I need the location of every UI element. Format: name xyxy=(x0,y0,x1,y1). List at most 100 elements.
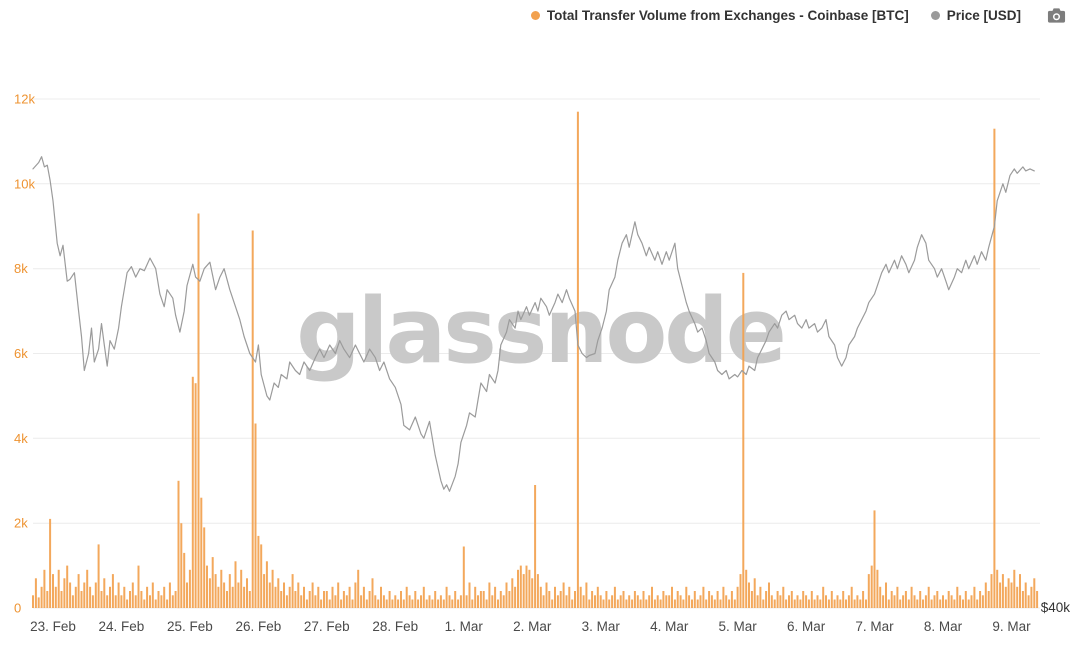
volume-bar[interactable] xyxy=(922,599,924,609)
volume-bar[interactable] xyxy=(334,595,337,608)
volume-bar[interactable] xyxy=(562,582,565,609)
volume-bar[interactable] xyxy=(859,599,862,609)
volume-bar[interactable] xyxy=(1007,578,1010,608)
volume-bar[interactable] xyxy=(962,599,964,609)
volume-bar[interactable] xyxy=(494,586,497,608)
volume-bar[interactable] xyxy=(736,586,739,608)
volume-bar[interactable] xyxy=(668,595,671,608)
volume-bar[interactable] xyxy=(856,595,859,608)
volume-bar[interactable] xyxy=(508,591,511,608)
volume-bar[interactable] xyxy=(693,591,696,608)
volume-bar[interactable] xyxy=(394,595,397,608)
volume-bar[interactable] xyxy=(779,595,782,608)
volume-bar[interactable] xyxy=(111,574,114,608)
volume-bar[interactable] xyxy=(228,574,231,608)
volume-bar[interactable] xyxy=(288,586,291,608)
volume-bar[interactable] xyxy=(539,586,542,608)
volume-bar[interactable] xyxy=(337,582,340,609)
volume-bar[interactable] xyxy=(351,599,354,609)
volume-bar[interactable] xyxy=(565,595,568,608)
volume-bar[interactable] xyxy=(984,582,987,609)
volume-bar[interactable] xyxy=(970,595,973,608)
volume-bar[interactable] xyxy=(688,595,691,608)
volume-bar[interactable] xyxy=(311,582,314,609)
volume-bar[interactable] xyxy=(260,544,263,608)
volume-bar[interactable] xyxy=(910,586,913,608)
volume-bar[interactable] xyxy=(887,599,890,609)
volume-bar[interactable] xyxy=(807,599,810,609)
volume-bar[interactable] xyxy=(730,591,733,608)
volume-bar[interactable] xyxy=(753,578,756,608)
volume-bar[interactable] xyxy=(177,480,180,609)
volume-bar[interactable] xyxy=(665,595,668,608)
volume-bar[interactable] xyxy=(305,599,308,609)
volume-bar[interactable] xyxy=(979,591,982,608)
volume-bar[interactable] xyxy=(1016,586,1019,608)
volume-bar[interactable] xyxy=(733,599,736,609)
volume-bar[interactable] xyxy=(867,574,870,608)
volume-bar[interactable] xyxy=(151,582,154,609)
volume-bar[interactable] xyxy=(708,591,711,608)
volume-bar[interactable] xyxy=(74,586,77,608)
volume-bar[interactable] xyxy=(833,599,836,609)
volume-bar[interactable] xyxy=(819,599,822,609)
volume-bar[interactable] xyxy=(400,591,402,608)
volume-bar[interactable] xyxy=(354,582,357,609)
volume-bar[interactable] xyxy=(691,599,693,609)
volume-bar[interactable] xyxy=(131,582,134,609)
volume-bar[interactable] xyxy=(596,586,599,608)
volume-bar[interactable] xyxy=(274,586,277,608)
volume-bar[interactable] xyxy=(468,582,471,609)
volume-bar[interactable] xyxy=(451,599,454,609)
volume-bar[interactable] xyxy=(651,586,653,608)
volume-bar[interactable] xyxy=(876,569,879,608)
volume-bar[interactable] xyxy=(631,599,634,609)
volume-bar[interactable] xyxy=(770,595,773,608)
volume-bar[interactable] xyxy=(748,582,750,609)
volume-bar[interactable] xyxy=(86,569,89,608)
volume-bar[interactable] xyxy=(459,595,462,608)
volume-bar[interactable] xyxy=(1004,586,1007,608)
volume-bar[interactable] xyxy=(268,582,271,609)
volume-bar[interactable] xyxy=(425,599,428,609)
volume-bar[interactable] xyxy=(171,595,174,608)
volume-bar[interactable] xyxy=(936,591,939,608)
volume-bar[interactable] xyxy=(149,595,151,608)
volume-bar[interactable] xyxy=(816,595,819,608)
volume-bar[interactable] xyxy=(77,574,80,608)
volume-bar[interactable] xyxy=(63,578,66,608)
volume-bar[interactable] xyxy=(830,591,833,608)
volume-bar[interactable] xyxy=(123,586,126,608)
volume-bar[interactable] xyxy=(810,591,813,608)
volume-bar[interactable] xyxy=(599,595,602,608)
volume-bar[interactable] xyxy=(263,574,266,608)
volume-bar[interactable] xyxy=(933,595,936,608)
volume-bar[interactable] xyxy=(405,586,408,608)
volume-bar[interactable] xyxy=(802,591,805,608)
volume-bar[interactable] xyxy=(120,595,123,608)
volume-bar[interactable] xyxy=(628,595,631,608)
volume-bar[interactable] xyxy=(696,599,699,609)
volume-bar[interactable] xyxy=(83,582,86,609)
volume-bar[interactable] xyxy=(1033,578,1036,608)
legend-item-volume[interactable]: Total Transfer Volume from Exchanges - C… xyxy=(530,8,909,23)
volume-bar[interactable] xyxy=(648,595,651,608)
volume-bar[interactable] xyxy=(71,595,74,608)
volume-bar[interactable] xyxy=(428,595,431,608)
volume-bar[interactable] xyxy=(314,595,317,608)
volume-bar[interactable] xyxy=(146,586,149,608)
volume-bar[interactable] xyxy=(323,591,325,608)
legend-item-price[interactable]: Price [USD] xyxy=(930,8,1021,23)
volume-bar[interactable] xyxy=(214,574,217,608)
volume-bar[interactable] xyxy=(619,595,622,608)
volume-bar[interactable] xyxy=(377,599,380,609)
volume-bar[interactable] xyxy=(243,586,246,608)
volume-bar[interactable] xyxy=(765,591,768,608)
volume-bar[interactable] xyxy=(117,582,120,609)
volume-bar[interactable] xyxy=(439,595,442,608)
volume-bar[interactable] xyxy=(588,599,591,609)
volume-bar[interactable] xyxy=(208,578,211,608)
volume-bar[interactable] xyxy=(382,595,385,608)
volume-bar[interactable] xyxy=(183,552,186,608)
volume-bar[interactable] xyxy=(280,591,283,608)
